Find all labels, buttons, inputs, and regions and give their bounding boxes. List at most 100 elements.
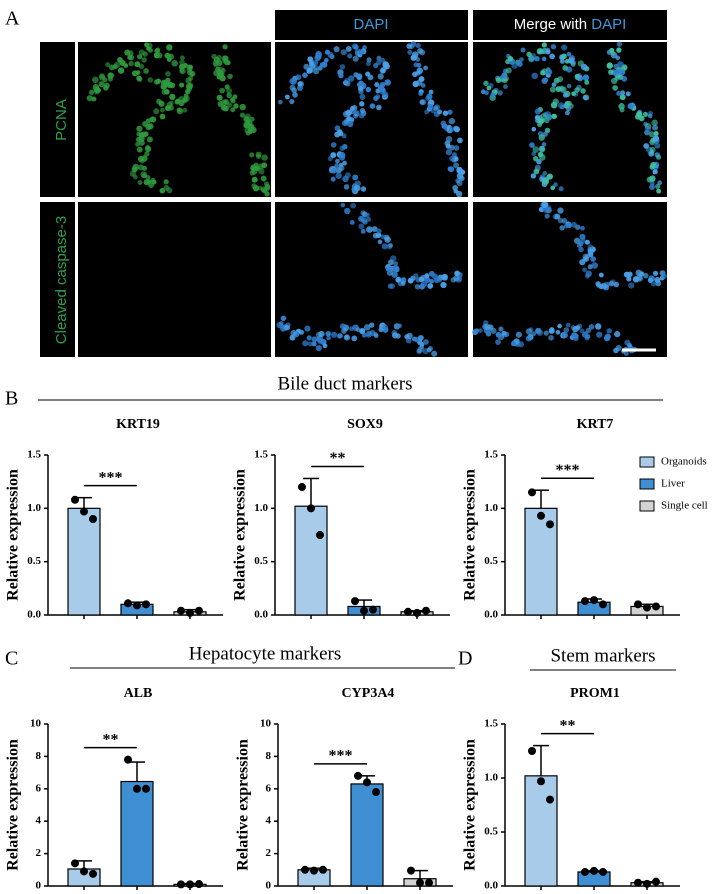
- cell-nucleus: [384, 236, 391, 243]
- replicate-point: [177, 606, 185, 615]
- cell-nucleus: [606, 62, 613, 69]
- cell-nucleus: [566, 100, 572, 106]
- cell-nucleus: [526, 51, 532, 58]
- cell-nucleus: [379, 82, 386, 88]
- cell-nucleus: [432, 273, 439, 280]
- y-tick-label: 1.5: [484, 449, 498, 461]
- cell-nucleus: [418, 334, 424, 341]
- cell-nucleus: [429, 278, 435, 284]
- cell-nucleus: [653, 135, 660, 141]
- cell-nucleus: [374, 82, 380, 88]
- cell-nucleus: [414, 284, 421, 290]
- cell-nucleus: [548, 334, 554, 341]
- y-tick-label: 0: [36, 880, 42, 892]
- cell-nucleus: [515, 331, 523, 338]
- cell-nucleus: [410, 41, 417, 48]
- cell-nucleus: [343, 334, 351, 341]
- cell-nucleus: [330, 152, 337, 159]
- replicate-point: [528, 747, 536, 755]
- cell-nucleus: [427, 283, 434, 289]
- cell-nucleus: [179, 82, 185, 88]
- cell-nucleus: [541, 56, 547, 62]
- cell-nucleus: [337, 333, 343, 339]
- cell-nucleus: [351, 335, 358, 342]
- panel-letter: A: [5, 8, 20, 30]
- cell-nucleus: [147, 123, 154, 130]
- cell-nucleus: [324, 58, 329, 63]
- cell-nucleus: [562, 92, 568, 98]
- cell-nucleus: [530, 173, 537, 179]
- header-box: [275, 10, 468, 40]
- y-tick-label: 6: [36, 782, 42, 794]
- cell-nucleus: [358, 215, 364, 222]
- cell-nucleus: [571, 332, 578, 339]
- y-tick-label: 6: [266, 782, 272, 794]
- cell-nucleus: [367, 74, 374, 81]
- cell-nucleus: [373, 95, 379, 102]
- replicate-point: [581, 867, 589, 876]
- cell-nucleus: [643, 143, 650, 149]
- cell-nucleus: [440, 281, 447, 289]
- cell-nucleus: [550, 44, 557, 50]
- cell-nucleus: [565, 322, 571, 328]
- cell-nucleus: [185, 83, 193, 90]
- cell-nucleus: [263, 181, 270, 187]
- legend-label: Organoids: [661, 456, 707, 468]
- cell-nucleus: [557, 217, 564, 224]
- cell-nucleus: [137, 180, 143, 185]
- cell-nucleus: [549, 86, 556, 93]
- cell-nucleus: [643, 272, 649, 279]
- replicate-point: [407, 866, 415, 875]
- cell-nucleus: [636, 111, 643, 118]
- cell-nucleus: [537, 122, 543, 128]
- replicate-point: [643, 603, 651, 612]
- cell-nucleus: [340, 202, 346, 208]
- cell-nucleus: [119, 60, 126, 67]
- cell-nucleus: [376, 228, 382, 234]
- chart-title: SOX9: [347, 417, 383, 432]
- cell-nucleus: [186, 66, 193, 73]
- cell-nucleus: [179, 55, 185, 61]
- y-axis-label: Relative expression: [462, 739, 479, 871]
- cell-nucleus: [276, 321, 283, 329]
- panel-letter: D: [458, 648, 472, 670]
- cell-nucleus: [406, 43, 412, 49]
- cell-nucleus: [495, 331, 502, 338]
- y-tick-label: 0.5: [254, 555, 268, 567]
- cell-nucleus: [618, 102, 625, 110]
- cell-nucleus: [391, 271, 398, 278]
- replicate-point: [643, 879, 651, 888]
- cell-nucleus: [156, 98, 162, 105]
- cell-nucleus: [557, 76, 564, 83]
- cell-nucleus: [145, 175, 151, 180]
- cell-nucleus: [453, 162, 460, 169]
- cell-nucleus: [647, 113, 653, 119]
- cell-nucleus: [330, 176, 336, 182]
- cell-nucleus: [553, 182, 558, 187]
- cell-nucleus: [343, 184, 350, 190]
- cell-nucleus: [369, 103, 376, 109]
- cell-nucleus: [368, 322, 375, 328]
- cell-nucleus: [483, 80, 489, 86]
- cell-nucleus: [146, 136, 153, 143]
- cell-nucleus: [145, 144, 150, 150]
- cell-nucleus: [334, 163, 339, 168]
- cell-nucleus: [653, 131, 659, 137]
- cell-nucleus: [590, 256, 596, 262]
- cell-nucleus: [325, 331, 332, 337]
- cell-nucleus: [377, 239, 383, 245]
- cell-nucleus: [647, 277, 654, 284]
- header-text: Merge with: [514, 16, 592, 33]
- cell-nucleus: [620, 90, 626, 96]
- cell-nucleus: [163, 179, 169, 185]
- replicate-point: [71, 495, 79, 504]
- cell-nucleus: [649, 175, 656, 182]
- cell-nucleus: [88, 89, 95, 96]
- replicate-point: [363, 778, 371, 787]
- y-tick-label: 2: [266, 847, 272, 859]
- cell-nucleus: [303, 63, 310, 70]
- cell-nucleus: [239, 112, 246, 118]
- replicate-point: [89, 869, 97, 878]
- cell-nucleus: [566, 51, 572, 57]
- column-header: Merge with DAPI: [514, 16, 627, 33]
